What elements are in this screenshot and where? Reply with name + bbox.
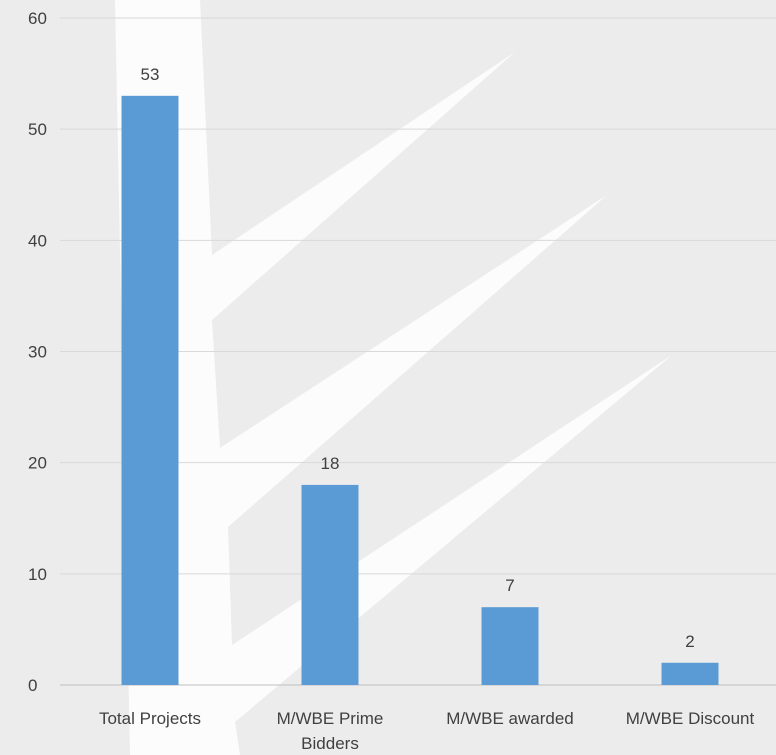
background-watermark	[115, 0, 672, 755]
x-category-label: M/WBE awarded	[446, 709, 574, 728]
y-tick-label: 10	[28, 565, 47, 584]
y-tick-label: 50	[28, 120, 47, 139]
y-tick-label: 0	[28, 676, 37, 695]
x-category-label: Total Projects	[99, 709, 201, 728]
x-category-label: M/WBE Prime	[277, 709, 384, 728]
data-labels: 53 18 7 2	[141, 65, 695, 651]
y-tick-label: 30	[28, 343, 47, 362]
data-label: 53	[141, 65, 160, 84]
bar	[661, 662, 719, 685]
y-tick-label: 20	[28, 454, 47, 473]
bar	[301, 484, 359, 685]
bar	[481, 607, 539, 685]
y-tick-label: 60	[28, 9, 47, 28]
bars	[121, 95, 719, 686]
data-label: 7	[505, 576, 514, 595]
gridlines	[60, 17, 776, 686]
y-tick-label: 40	[28, 231, 47, 250]
x-category-label: Bidders	[301, 734, 359, 753]
x-axis-category-labels: Total Projects M/WBE Prime Bidders M/WBE aw…	[99, 709, 755, 753]
y-axis-tick-labels: 0 10 20 30 40 50 60	[28, 9, 47, 695]
data-label: 18	[321, 454, 340, 473]
x-category-label: M/WBE Discount	[626, 709, 755, 728]
bar	[121, 95, 179, 686]
data-label: 2	[685, 632, 694, 651]
